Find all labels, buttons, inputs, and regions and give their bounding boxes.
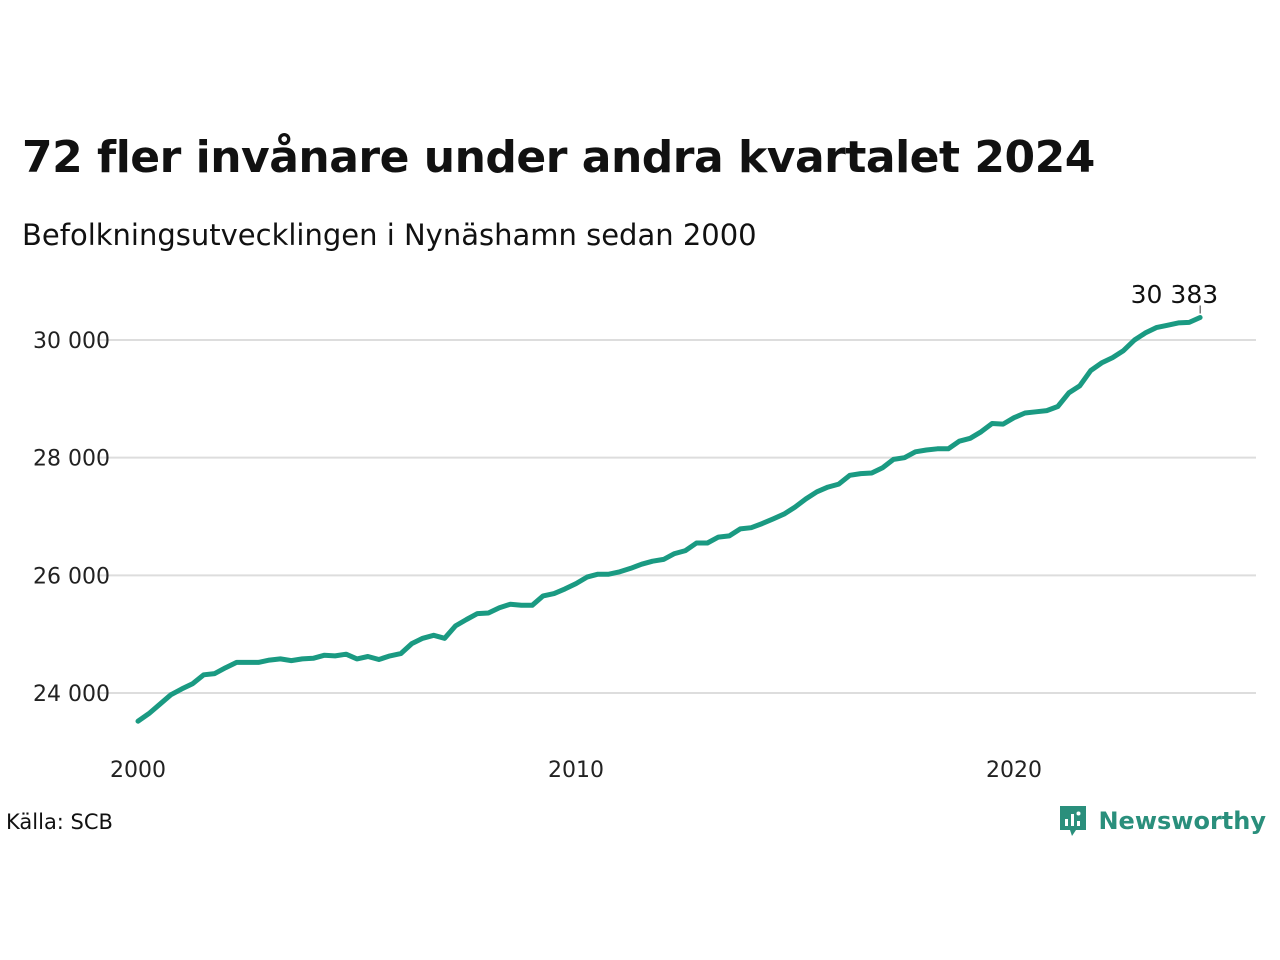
- chart-subtitle: Befolkningsutvecklingen i Nynäshamn seda…: [22, 218, 757, 252]
- x-axis-ticks: 2000 2010 2020: [110, 758, 1042, 783]
- brand-name: Newsworthy: [1098, 807, 1266, 835]
- gridlines: [98, 339, 1256, 694]
- end-value-annotation: 30 383: [1131, 280, 1218, 314]
- y-tick-label: 28 000: [33, 447, 110, 472]
- line-chart: 24 000 26 000 28 000 30 000 2000 2010 2020 30…: [33, 280, 1256, 783]
- end-value-label: 30 383: [1131, 280, 1218, 309]
- y-tick-label: 30 000: [33, 329, 110, 354]
- y-axis-ticks: 24 000 26 000 28 000 30 000: [33, 329, 110, 707]
- y-tick-label: 24 000: [33, 682, 110, 707]
- x-tick-label: 2000: [110, 758, 166, 783]
- population-line: [135, 315, 1203, 724]
- chart-title: 72 fler invånare under andra kvartalet 2…: [22, 132, 1095, 183]
- y-tick-label: 26 000: [33, 564, 110, 589]
- source-note: Källa: SCB: [6, 810, 113, 834]
- x-tick-label: 2010: [548, 758, 604, 783]
- series-population: [135, 315, 1203, 724]
- x-tick-label: 2020: [986, 758, 1042, 783]
- brand-logo[interactable]: Newsworthy: [1058, 804, 1266, 838]
- newsworthy-logo-icon: [1060, 806, 1087, 836]
